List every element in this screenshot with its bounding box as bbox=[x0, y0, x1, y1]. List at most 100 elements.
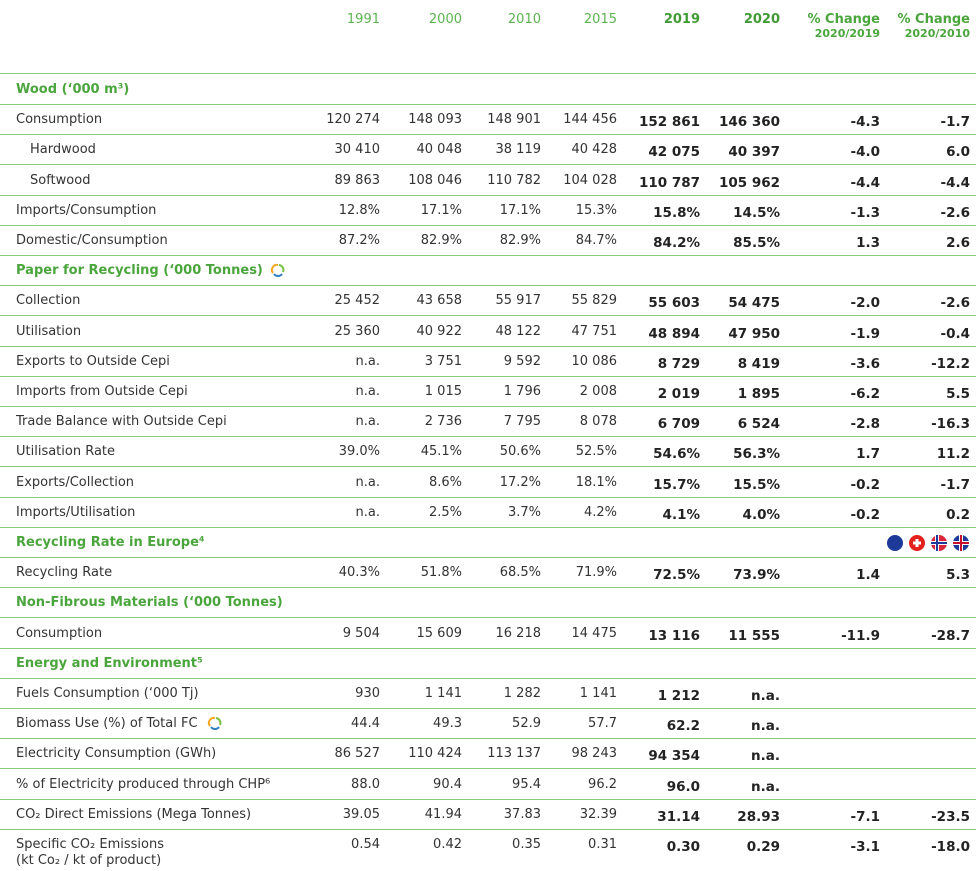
cell: 95.4 bbox=[512, 776, 541, 792]
cell: 47 751 bbox=[571, 323, 618, 339]
cell: 11 555 bbox=[728, 627, 780, 644]
cell: 73.9% bbox=[733, 567, 780, 584]
cell: 40 922 bbox=[416, 323, 463, 339]
data-row: Utilisation 25 360 40 922 48 122 47 751 48 89… bbox=[0, 316, 976, 347]
data-row: Fuels Consumption (‘000 Tj) 930 1 141 1 282… bbox=[0, 678, 976, 709]
cell: 2 008 bbox=[579, 384, 617, 399]
cell: -0.2 bbox=[850, 476, 880, 493]
data-row: Domestic/Consumption 87.2% 82.9% 82.9% 84.7%… bbox=[0, 225, 976, 256]
cell: 148 901 bbox=[487, 112, 541, 128]
recycle-icon bbox=[207, 717, 222, 731]
cell: 1.3 bbox=[856, 235, 880, 251]
cell: 5.5 bbox=[946, 386, 970, 402]
row-label: Utilisation bbox=[16, 323, 82, 339]
cell: 14.5% bbox=[733, 204, 780, 221]
cell: 54 475 bbox=[728, 295, 780, 312]
data-row: Hardwood 30 410 40 048 38 119 40 428 42 075 40… bbox=[0, 134, 976, 166]
cell: -6.2 bbox=[850, 386, 880, 402]
cell: 110 782 bbox=[487, 172, 541, 188]
cell: 7 795 bbox=[503, 414, 541, 430]
cell: 41.94 bbox=[424, 806, 462, 822]
cell: 1 895 bbox=[737, 386, 780, 402]
cell: 1 141 bbox=[579, 686, 617, 701]
cell: 2 736 bbox=[424, 414, 462, 430]
cell: 82.9% bbox=[420, 233, 462, 248]
row-label: Consumption bbox=[16, 112, 103, 128]
cell: 42 075 bbox=[648, 144, 700, 161]
cell: 17.1% bbox=[420, 202, 462, 218]
cell: 94 354 bbox=[648, 748, 700, 765]
row-label: Trade Balance with Outside Cepi bbox=[16, 414, 227, 430]
cell: 3 751 bbox=[424, 353, 462, 369]
data-row: Consumption 9 504 15 609 16 218 14 475 13 116… bbox=[0, 618, 976, 649]
cell: 12.8% bbox=[338, 202, 380, 218]
row-label: Exports/Collection bbox=[16, 474, 135, 490]
cell: n.a. bbox=[355, 353, 380, 369]
cell: 55 829 bbox=[571, 293, 618, 309]
cell: 5.3 bbox=[946, 567, 970, 584]
cell: 40 397 bbox=[728, 144, 780, 161]
row-label: Collection bbox=[16, 293, 81, 309]
cell: 6 709 bbox=[657, 416, 700, 433]
data-row: Utilisation Rate 39.0% 45.1% 50.6% 52.5% 54.6… bbox=[0, 436, 976, 468]
change-header: % Change bbox=[897, 12, 971, 27]
section-title: Energy and Environment⁵ bbox=[16, 655, 203, 671]
cell: 16 218 bbox=[495, 625, 542, 641]
section-title: Wood (‘000 m³) bbox=[16, 82, 130, 97]
year-header: 2000 bbox=[428, 12, 462, 27]
cell: 1.7 bbox=[856, 446, 880, 463]
section-row: Non-Fibrous Materials (‘000 Tonnes) bbox=[0, 587, 976, 619]
cell: 1.4 bbox=[856, 567, 880, 584]
data-row: Softwood 89 863 108 046 110 782 104 028 110 7… bbox=[0, 165, 976, 196]
data-row: Exports/Collection n.a. 8.6% 17.2% 18.1% 15.7… bbox=[0, 467, 976, 498]
change-sub: 2020/2019 bbox=[814, 27, 880, 40]
data-row: Recycling Rate 40.3% 51.8% 68.5% 71.9% 72.5% 7… bbox=[0, 557, 976, 589]
cell: 40.3% bbox=[338, 565, 380, 581]
cell: -1.7 bbox=[940, 476, 970, 493]
cell: 30 410 bbox=[334, 142, 381, 158]
row-label: Hardwood bbox=[30, 142, 96, 158]
cell: 49.3 bbox=[433, 716, 462, 732]
row-label: Softwood bbox=[30, 172, 91, 188]
cell: n.a. bbox=[355, 384, 380, 399]
cell: 55 603 bbox=[648, 295, 700, 312]
cell: 51.8% bbox=[420, 565, 462, 581]
cell: 144 456 bbox=[563, 112, 617, 128]
cell: 110 424 bbox=[408, 746, 462, 762]
cell: -16.3 bbox=[931, 416, 970, 433]
cell: 8 729 bbox=[657, 355, 700, 372]
cell: 4.0% bbox=[742, 506, 780, 523]
section-title: Paper for Recycling (‘000 Tonnes) bbox=[16, 263, 263, 279]
row-label: Consumption bbox=[16, 625, 103, 641]
cell: 98 243 bbox=[571, 746, 618, 762]
cell: 48 122 bbox=[495, 323, 542, 339]
cell: 0.2 bbox=[946, 506, 970, 523]
cell: 72.5% bbox=[653, 567, 700, 584]
cell: 1 796 bbox=[503, 384, 541, 399]
cell: 40 428 bbox=[571, 142, 618, 158]
cell: 44.4 bbox=[351, 716, 380, 732]
cell: 9 592 bbox=[503, 353, 541, 369]
cell: 2.5% bbox=[428, 504, 462, 520]
cell: 148 093 bbox=[408, 112, 462, 128]
cell: 104 028 bbox=[563, 172, 617, 188]
cell: 55 917 bbox=[495, 293, 542, 309]
year-header: 2010 bbox=[507, 12, 541, 27]
cell: 13 116 bbox=[648, 627, 700, 644]
cell: 68.5% bbox=[499, 565, 541, 581]
cell: 85.5% bbox=[733, 235, 780, 251]
cell: 87.2% bbox=[338, 233, 380, 248]
cell: 1 282 bbox=[503, 686, 541, 701]
cell: -28.7 bbox=[931, 627, 970, 644]
cell: 54.6% bbox=[653, 446, 700, 463]
cell: 48 894 bbox=[648, 325, 700, 342]
year-header: 1991 bbox=[346, 12, 380, 27]
cell: 18.1% bbox=[575, 474, 617, 490]
cell: 89 863 bbox=[334, 172, 381, 188]
cell: 6 524 bbox=[737, 416, 780, 433]
data-row: Electricity Consumption (GWh) 86 527 110 4… bbox=[0, 738, 976, 770]
row-label: Electricity Consumption (GWh) bbox=[16, 746, 217, 762]
cell: 4.2% bbox=[583, 504, 617, 520]
cell: 57.7 bbox=[588, 716, 617, 732]
cell: 88.0 bbox=[351, 776, 380, 792]
